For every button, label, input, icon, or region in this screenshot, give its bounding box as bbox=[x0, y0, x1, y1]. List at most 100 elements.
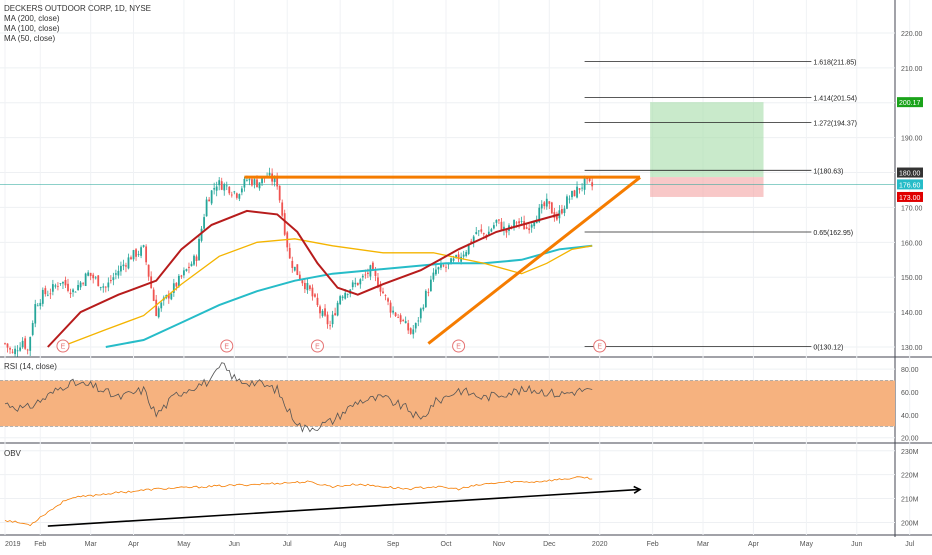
candle-body bbox=[208, 199, 211, 202]
candle-body bbox=[288, 247, 291, 259]
candle-body bbox=[566, 196, 568, 209]
candle-body bbox=[195, 256, 198, 261]
time-tick-label: 2019 bbox=[5, 541, 21, 548]
candle-body bbox=[573, 190, 576, 197]
price-tick-label: 130.00 bbox=[901, 345, 923, 352]
symbol-title[interactable]: DECKERS OUTDOOR CORP, 1D, NYSE bbox=[4, 4, 151, 13]
candles bbox=[4, 167, 594, 357]
candle-body bbox=[414, 322, 417, 329]
candle-body bbox=[495, 219, 498, 223]
candle-body bbox=[374, 270, 377, 276]
candle-body bbox=[243, 178, 246, 188]
candle-body bbox=[122, 264, 125, 267]
candle-body bbox=[548, 201, 551, 204]
position-zones bbox=[0, 102, 895, 197]
candle-body bbox=[145, 246, 148, 263]
candle-body bbox=[515, 222, 518, 224]
price-tick-label: 150.00 bbox=[901, 275, 923, 282]
price-badge bbox=[897, 191, 923, 202]
candle-body bbox=[26, 349, 29, 351]
candle-body bbox=[251, 179, 253, 186]
candle-body bbox=[440, 264, 442, 268]
ma200-line bbox=[105, 244, 593, 348]
rsi-band bbox=[0, 380, 895, 427]
candle-body bbox=[77, 284, 79, 291]
candle-body bbox=[44, 288, 47, 295]
candle-body bbox=[490, 229, 493, 232]
candle-body bbox=[92, 274, 95, 279]
candle-body bbox=[472, 236, 475, 242]
candle-body bbox=[281, 202, 284, 216]
candle-body bbox=[394, 312, 397, 317]
fib-label: 0.65(162.95) bbox=[813, 230, 853, 237]
candle-body bbox=[84, 273, 87, 287]
candle-body bbox=[54, 285, 57, 287]
candle-body bbox=[482, 233, 485, 235]
candle-body bbox=[298, 274, 301, 281]
candle-body bbox=[470, 241, 473, 243]
candle-body bbox=[89, 272, 92, 276]
candle-body bbox=[24, 338, 27, 349]
candle-body bbox=[39, 302, 42, 306]
fib-label: 0(130.12) bbox=[813, 345, 843, 352]
obv-trend-arrowhead bbox=[633, 485, 642, 494]
candle-body bbox=[558, 210, 561, 219]
trend-lines bbox=[244, 175, 641, 345]
ma200-label[interactable]: MA (200, close) bbox=[4, 14, 60, 23]
candle-body bbox=[142, 245, 145, 247]
candle-body bbox=[273, 177, 276, 183]
candle-body bbox=[500, 221, 503, 231]
candle-body bbox=[334, 313, 337, 316]
candle-body bbox=[177, 275, 180, 286]
candle-body bbox=[571, 190, 573, 198]
earnings-marker bbox=[452, 339, 466, 353]
candle-body bbox=[112, 277, 115, 281]
candle-body bbox=[442, 265, 445, 267]
time-tick-label: Jul bbox=[905, 541, 914, 548]
candle-body bbox=[160, 302, 163, 309]
time-tick-label: Mar bbox=[697, 541, 710, 548]
candle-body bbox=[555, 215, 558, 220]
candle-body bbox=[253, 179, 256, 185]
price-badge-label: 200.17 bbox=[899, 100, 921, 107]
candle-body bbox=[97, 275, 100, 287]
candle-body bbox=[79, 282, 82, 288]
candle-body bbox=[218, 180, 221, 186]
candle-body bbox=[412, 329, 415, 335]
candle-body bbox=[210, 190, 213, 204]
candle-body bbox=[316, 297, 319, 306]
price-badge bbox=[897, 167, 923, 178]
candle-body bbox=[46, 294, 49, 296]
price-badge-label: 173.00 bbox=[899, 195, 921, 202]
candle-body bbox=[389, 302, 392, 313]
price-badge-label: 180.00 bbox=[899, 171, 921, 178]
candle-body bbox=[225, 185, 228, 187]
candle-body bbox=[220, 181, 223, 190]
candle-body bbox=[74, 291, 77, 293]
candle-body bbox=[67, 283, 69, 291]
earnings-marker bbox=[220, 339, 234, 353]
obv-tick-label: 210M bbox=[901, 497, 919, 504]
chart-legend: DECKERS OUTDOOR CORP, 1D, NYSE MA (200, … bbox=[4, 4, 151, 44]
ma50-label[interactable]: MA (50, close) bbox=[4, 34, 56, 43]
candle-body bbox=[291, 260, 294, 268]
candle-body bbox=[329, 325, 331, 327]
obv-label[interactable]: OBV bbox=[4, 449, 21, 458]
candle-body bbox=[99, 286, 102, 288]
rsi-tick-label: 40.00 bbox=[901, 413, 919, 420]
earnings-marker-label: E bbox=[61, 344, 66, 351]
rsi-label[interactable]: RSI (14, close) bbox=[4, 362, 57, 371]
candle-body bbox=[36, 305, 39, 307]
candle-body bbox=[392, 310, 394, 313]
ma100-label[interactable]: MA (100, close) bbox=[4, 24, 60, 33]
candle-body bbox=[513, 220, 515, 227]
candle-body bbox=[16, 350, 19, 352]
earnings-marker bbox=[593, 339, 607, 353]
candle-body bbox=[125, 265, 127, 267]
candle-body bbox=[568, 198, 571, 200]
time-tick-label: 2020 bbox=[592, 541, 608, 548]
candle-body bbox=[240, 188, 243, 193]
candle-body bbox=[492, 225, 495, 229]
candle-body bbox=[419, 308, 422, 319]
